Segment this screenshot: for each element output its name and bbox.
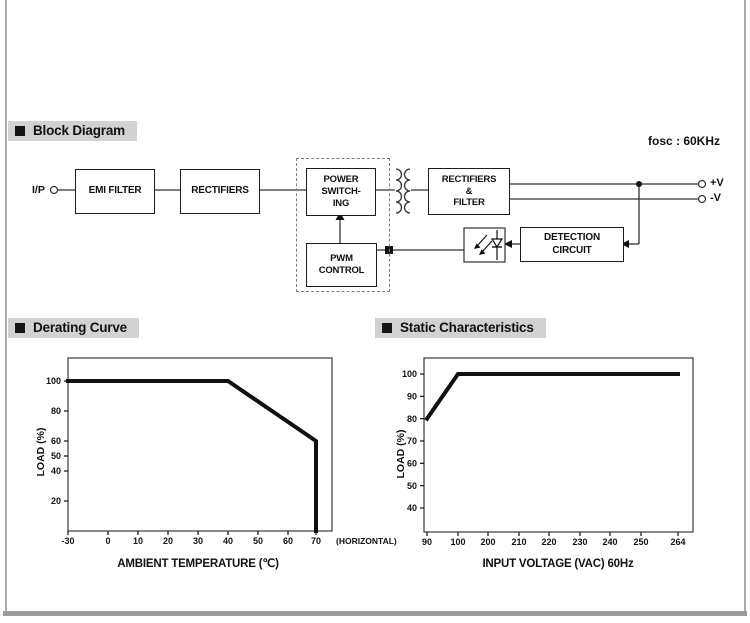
y-axis-title: LOAD (%) <box>395 430 407 479</box>
x-tick-label: 30 <box>193 536 203 546</box>
x-tick-label: 50 <box>253 536 263 546</box>
x-axis-title: INPUT VOLTAGE (VAC) 60Hz <box>482 558 634 570</box>
y-axis-title: LOAD (%) <box>35 428 47 477</box>
x-axis-note: (HORIZONTAL) <box>336 536 397 546</box>
x-tick-label: 40 <box>223 536 233 546</box>
arrow-up-icon <box>335 212 345 220</box>
section-title: Static Characteristics <box>400 320 534 335</box>
section-title: Derating Curve <box>33 320 127 335</box>
emi-filter-block: EMI FILTER <box>75 169 155 214</box>
section-square-icon <box>15 322 25 333</box>
plot-frame <box>423 357 694 533</box>
x-tick-label: 70 <box>311 536 321 546</box>
x-tick-label: -30 <box>61 536 74 546</box>
arrow-left-icon <box>504 240 512 248</box>
y-tick-label: 100 <box>46 376 61 386</box>
y-tick-label: 50 <box>51 451 61 461</box>
static-characteristics-chart: 40 50 60 70 80 90 100 90 100 200 210 220 230 240 250 26… <box>395 357 694 570</box>
x-tick-label: 210 <box>511 537 526 547</box>
output-positive-terminal-icon <box>697 179 707 189</box>
x-tick-label: 230 <box>572 537 587 547</box>
x-tick-label: 60 <box>283 536 293 546</box>
y-tick-label: 60 <box>51 436 61 446</box>
y-tick-label: 40 <box>51 466 61 476</box>
fosc-frequency-label: fosc : 60KHz <box>648 134 721 148</box>
input-terminal-icon <box>49 185 59 195</box>
x-tick-label: 90 <box>422 537 432 547</box>
connector-lines <box>58 183 698 251</box>
detection-circuit-block: DETECTION CIRCUIT <box>520 227 624 262</box>
derating-chart: 20 40 50 60 80 100 -30 0 10 20 30 40 50 60 70 (HORIZONT… <box>35 357 397 570</box>
y-tick-label: 60 <box>407 459 417 469</box>
input-terminal-label: I/P <box>32 184 45 196</box>
y-tick-label: 100 <box>402 369 417 379</box>
arrow-left-icon <box>621 240 629 248</box>
pwm-control-block: PWM CONTROL <box>306 243 377 287</box>
x-tick-label: 100 <box>450 537 465 547</box>
x-tick-label: 240 <box>602 537 617 547</box>
section-square-icon <box>382 322 392 333</box>
page-border-bottom <box>3 611 747 616</box>
output-negative-terminal-icon <box>697 194 707 204</box>
section-title: Block Diagram <box>33 123 125 138</box>
x-tick-label: 250 <box>633 537 648 547</box>
derating-curve-header: Derating Curve <box>8 318 139 338</box>
x-axis-title: AMBIENT TEMPERATURE (℃) <box>117 557 279 570</box>
x-tick-label: 264 <box>670 537 685 547</box>
data-curve <box>424 372 680 422</box>
y-tick-label: 80 <box>407 414 417 424</box>
x-tick-label: 0 <box>105 536 110 546</box>
y-tick-label: 20 <box>51 496 61 506</box>
output-positive-label: +V <box>710 177 724 189</box>
y-tick-label: 80 <box>51 406 61 416</box>
block-diagram-header: Block Diagram <box>8 121 137 141</box>
rectifiers-block: RECTIFIERS <box>180 169 260 214</box>
page-border-right <box>744 0 746 614</box>
optocoupler-icon <box>463 227 506 263</box>
plot-frame <box>67 357 333 532</box>
output-negative-label: -V <box>710 192 721 204</box>
isolation-dashed-box <box>296 158 390 292</box>
section-square-icon <box>15 125 25 136</box>
x-tick-label: 10 <box>133 536 143 546</box>
y-tick-label: 40 <box>407 503 417 513</box>
static-characteristics-header: Static Characteristics <box>375 318 546 338</box>
transformer-primary-coil-icon <box>395 168 403 214</box>
x-tick-label: 200 <box>480 537 495 547</box>
y-tick-label: 70 <box>407 436 417 446</box>
x-tick-label: 20 <box>163 536 173 546</box>
rectifiers-filter-block: RECTIFIERS & FILTER <box>428 168 510 215</box>
block-diagram-canvas <box>49 168 707 263</box>
y-tick-label: 90 <box>407 392 417 402</box>
page-border-left <box>5 0 7 614</box>
junction-dot <box>636 181 642 187</box>
transformer-secondary-coil-icon <box>403 168 411 214</box>
data-curve <box>66 379 318 533</box>
power-switching-block: POWER SWITCH- ING <box>306 168 376 216</box>
x-tick-label: 220 <box>541 537 556 547</box>
y-tick-label: 50 <box>407 481 417 491</box>
